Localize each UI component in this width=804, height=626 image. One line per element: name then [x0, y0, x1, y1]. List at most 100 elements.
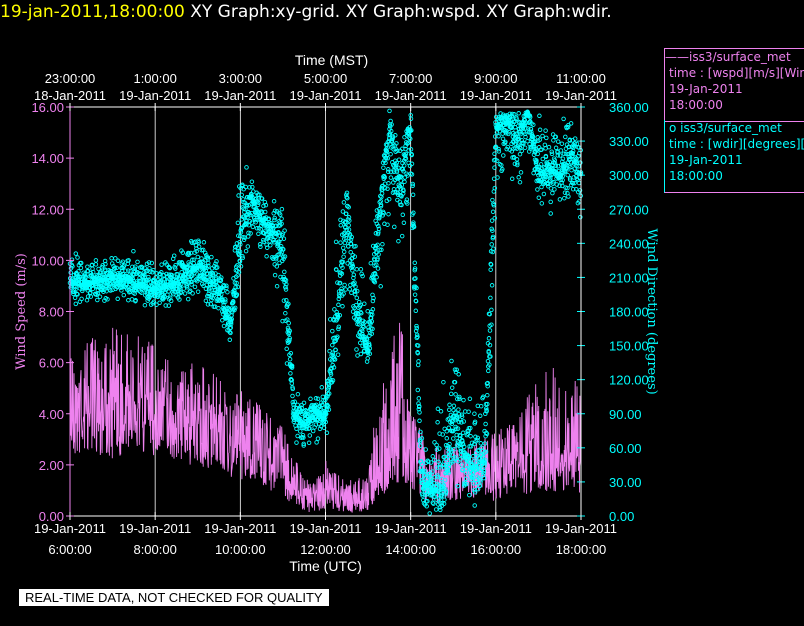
- wdir-point: [346, 244, 351, 249]
- wdir-point: [557, 183, 562, 189]
- wdir-point: [335, 334, 340, 339]
- wdir-point: [466, 409, 471, 414]
- y-tick-label: 0.00: [39, 509, 64, 524]
- wdir-point: [301, 441, 306, 447]
- wdir-point: [448, 391, 454, 397]
- wdir-point: [341, 200, 347, 205]
- wdir-point: [553, 145, 559, 151]
- wdir-point: [569, 167, 574, 173]
- x-tick-time: 14:00:00: [385, 542, 436, 557]
- wdir-point: [415, 343, 421, 348]
- wdir-point: [255, 202, 261, 208]
- wdir-point: [414, 285, 419, 291]
- wdir-point: [494, 158, 500, 163]
- wdir-point: [171, 253, 177, 258]
- wdir-point: [414, 325, 420, 331]
- y-tick-label: 10.00: [31, 253, 64, 268]
- wdir-point: [463, 476, 469, 482]
- wdir-point: [388, 175, 394, 180]
- wdir-point: [364, 337, 370, 342]
- wdir-point: [439, 500, 445, 506]
- wdir-point: [467, 396, 473, 402]
- wdir-point: [406, 140, 411, 146]
- wdir-point: [247, 185, 252, 190]
- wdir-point: [246, 222, 252, 228]
- wdir-point: [516, 175, 521, 180]
- wdir-point: [374, 262, 379, 268]
- wdir-point: [565, 124, 571, 130]
- wdir-point: [445, 468, 451, 474]
- wdir-point: [85, 294, 91, 299]
- wdir-point: [441, 482, 446, 488]
- wdir-point: [470, 469, 475, 475]
- series-wind-direction: [67, 108, 584, 516]
- wdir-point: [540, 156, 546, 162]
- wdir-point: [542, 142, 548, 148]
- x-tick-time: 8:00:00: [133, 542, 176, 557]
- wdir-point: [394, 141, 399, 146]
- wdir-point: [392, 224, 397, 230]
- wdir-point: [348, 241, 354, 246]
- wdir-point: [560, 159, 565, 164]
- wdir-point: [93, 262, 99, 267]
- wdir-point: [244, 165, 249, 170]
- wdir-point: [218, 278, 224, 283]
- x2-tick-date: 19-Jan-2011: [119, 88, 191, 103]
- wdir-point: [376, 252, 381, 257]
- wdir-point: [228, 319, 234, 325]
- wdir-point: [434, 442, 439, 448]
- wdir-point: [70, 264, 75, 269]
- wdir-point: [339, 286, 344, 292]
- wdir-point: [461, 444, 467, 450]
- wdir-point: [563, 151, 569, 156]
- wdir-point: [228, 330, 233, 336]
- wdir-point: [420, 493, 425, 498]
- wdir-point: [343, 219, 348, 225]
- wdir-point: [345, 195, 350, 201]
- wdir-point: [189, 279, 194, 285]
- wdir-point: [351, 275, 356, 281]
- wdir-point: [321, 398, 326, 403]
- wdir-point: [264, 254, 269, 259]
- wdir-point: [360, 328, 365, 334]
- wdir-point: [325, 381, 331, 386]
- wdir-point: [509, 176, 515, 182]
- wdir-point: [565, 172, 570, 178]
- wdir-point: [102, 258, 108, 264]
- wdir-point: [492, 185, 498, 191]
- wdir-point: [283, 310, 288, 316]
- wdir-point: [196, 244, 202, 249]
- wdir-point: [515, 162, 520, 168]
- wdir-point: [575, 160, 580, 165]
- wdir-point: [539, 201, 545, 206]
- wdir-point: [330, 350, 335, 355]
- wdir-point: [403, 140, 409, 145]
- wdir-point: [543, 128, 548, 133]
- wdir-point: [451, 436, 456, 441]
- wdir-point: [385, 222, 390, 227]
- wdir-point: [73, 287, 78, 292]
- wdir-point: [459, 412, 465, 417]
- y-tick-label: 16.00: [31, 100, 64, 115]
- wdir-point: [194, 248, 199, 254]
- wdir-point: [409, 172, 415, 177]
- x2-tick-time: 1:00:00: [133, 71, 176, 86]
- wdir-point: [339, 271, 345, 276]
- wdir-point: [456, 407, 461, 412]
- wdir-point: [95, 291, 101, 296]
- wdir-point: [347, 286, 352, 292]
- wdir-point: [522, 117, 528, 123]
- wdir-point: [377, 247, 382, 252]
- wdir-point: [570, 151, 576, 156]
- wdir-point: [191, 257, 197, 262]
- wdir-point: [468, 425, 473, 431]
- wdir-point: [340, 209, 346, 214]
- wdir-point: [419, 461, 425, 467]
- wdir-point: [263, 202, 269, 208]
- wdir-point: [568, 121, 574, 126]
- wdir-point: [394, 169, 400, 175]
- wdir-point: [386, 211, 391, 217]
- wdir-point: [68, 270, 73, 275]
- wdir-point: [560, 177, 565, 183]
